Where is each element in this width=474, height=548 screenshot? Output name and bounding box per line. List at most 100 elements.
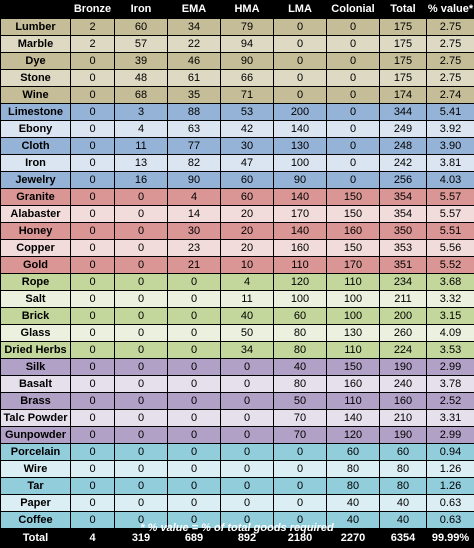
column-header[interactable]: EMA — [168, 1, 221, 19]
row-label-cell[interactable]: Rope — [1, 274, 71, 291]
data-cell[interactable]: 0 — [71, 155, 115, 172]
data-cell[interactable]: 0 — [71, 172, 115, 189]
row-label-cell[interactable]: Wire — [1, 461, 71, 478]
data-cell[interactable]: 0 — [168, 376, 221, 393]
data-cell[interactable]: 0 — [71, 308, 115, 325]
data-cell[interactable]: 150 — [327, 189, 380, 206]
data-cell[interactable]: 2.99 — [427, 359, 474, 376]
data-cell[interactable]: 0 — [221, 376, 274, 393]
data-cell[interactable]: 0 — [71, 53, 115, 70]
data-cell[interactable]: 2 — [71, 36, 115, 53]
data-cell[interactable]: 2.75 — [427, 53, 474, 70]
data-cell[interactable]: 0 — [168, 359, 221, 376]
data-cell[interactable]: 3 — [115, 104, 168, 121]
data-cell[interactable]: 77 — [168, 138, 221, 155]
data-cell[interactable]: 0 — [327, 87, 380, 104]
data-cell[interactable]: 0 — [71, 138, 115, 155]
row-label-cell[interactable]: Granite — [1, 189, 71, 206]
data-cell[interactable]: 120 — [274, 274, 327, 291]
row-label-cell[interactable]: Cloth — [1, 138, 71, 155]
data-cell[interactable]: 0 — [115, 189, 168, 206]
data-cell[interactable]: 60 — [221, 189, 274, 206]
data-cell[interactable]: 0 — [71, 274, 115, 291]
row-label-cell[interactable]: Stone — [1, 70, 71, 87]
data-cell[interactable]: 0 — [71, 461, 115, 478]
data-cell[interactable]: 0 — [168, 342, 221, 359]
data-cell[interactable]: 2.99 — [427, 427, 474, 444]
row-label-cell[interactable]: Dye — [1, 53, 71, 70]
row-label-cell[interactable]: Iron — [1, 155, 71, 172]
data-cell[interactable]: 50 — [221, 325, 274, 342]
data-cell[interactable]: 0 — [115, 478, 168, 495]
data-cell[interactable]: 240 — [380, 376, 427, 393]
data-cell[interactable]: 0 — [274, 70, 327, 87]
data-cell[interactable]: 48 — [115, 70, 168, 87]
data-cell[interactable]: 60 — [115, 19, 168, 36]
row-label-cell[interactable]: Alabaster — [1, 206, 71, 223]
data-cell[interactable]: 353 — [380, 240, 427, 257]
data-cell[interactable]: 0 — [115, 308, 168, 325]
data-cell[interactable]: 0 — [71, 206, 115, 223]
data-cell[interactable]: 200 — [380, 308, 427, 325]
data-cell[interactable]: 0 — [115, 444, 168, 461]
data-cell[interactable]: 0 — [115, 359, 168, 376]
data-cell[interactable]: 94 — [221, 36, 274, 53]
data-cell[interactable]: 0 — [327, 172, 380, 189]
data-cell[interactable]: 0 — [274, 87, 327, 104]
data-cell[interactable]: 0 — [71, 444, 115, 461]
data-cell[interactable]: 0 — [168, 478, 221, 495]
data-cell[interactable]: 150 — [327, 240, 380, 257]
data-cell[interactable]: 5.51 — [427, 223, 474, 240]
data-cell[interactable]: 40 — [274, 359, 327, 376]
row-label-cell[interactable]: Ebony — [1, 121, 71, 138]
data-cell[interactable]: 2.75 — [427, 19, 474, 36]
data-cell[interactable]: 0 — [71, 104, 115, 121]
data-cell[interactable]: 4 — [115, 121, 168, 138]
data-cell[interactable]: 60 — [327, 444, 380, 461]
row-label-cell[interactable]: Glass — [1, 325, 71, 342]
data-cell[interactable]: 1.26 — [427, 478, 474, 495]
data-cell[interactable]: 0 — [115, 257, 168, 274]
data-cell[interactable]: 175 — [380, 36, 427, 53]
data-cell[interactable]: 3.31 — [427, 410, 474, 427]
data-cell[interactable]: 0 — [71, 70, 115, 87]
data-cell[interactable]: 0 — [71, 495, 115, 512]
data-cell[interactable]: 4.09 — [427, 325, 474, 342]
row-label-cell[interactable]: Talc Powder — [1, 410, 71, 427]
data-cell[interactable]: 1.26 — [427, 461, 474, 478]
data-cell[interactable]: 10 — [221, 257, 274, 274]
data-cell[interactable]: 80 — [380, 478, 427, 495]
data-cell[interactable]: 0 — [221, 444, 274, 461]
data-cell[interactable]: 20 — [221, 206, 274, 223]
data-cell[interactable]: 5.52 — [427, 257, 474, 274]
row-label-cell[interactable]: Silk — [1, 359, 71, 376]
row-label-cell[interactable]: Wine — [1, 87, 71, 104]
row-label-cell[interactable]: Jewelry — [1, 172, 71, 189]
data-cell[interactable]: 50 — [274, 393, 327, 410]
data-cell[interactable]: 5.56 — [427, 240, 474, 257]
data-cell[interactable]: 0 — [274, 53, 327, 70]
data-cell[interactable]: 0 — [221, 478, 274, 495]
row-label-cell[interactable]: Tar — [1, 478, 71, 495]
row-label-cell[interactable]: Paper — [1, 495, 71, 512]
data-cell[interactable]: 100 — [274, 155, 327, 172]
data-cell[interactable]: 0 — [221, 461, 274, 478]
data-cell[interactable]: 40 — [327, 495, 380, 512]
data-cell[interactable]: 30 — [221, 138, 274, 155]
data-cell[interactable]: 11 — [115, 138, 168, 155]
row-label-cell[interactable]: Honey — [1, 223, 71, 240]
data-cell[interactable]: 0.94 — [427, 444, 474, 461]
data-cell[interactable]: 90 — [221, 53, 274, 70]
data-cell[interactable]: 0.63 — [427, 495, 474, 512]
data-cell[interactable]: 140 — [274, 121, 327, 138]
data-cell[interactable]: 3.81 — [427, 155, 474, 172]
data-cell[interactable]: 0 — [115, 223, 168, 240]
data-cell[interactable]: 110 — [327, 342, 380, 359]
data-cell[interactable]: 0 — [274, 36, 327, 53]
data-cell[interactable]: 0 — [71, 359, 115, 376]
data-cell[interactable]: 160 — [380, 393, 427, 410]
data-cell[interactable]: 0 — [168, 410, 221, 427]
data-cell[interactable]: 0 — [168, 308, 221, 325]
data-cell[interactable]: 60 — [274, 308, 327, 325]
data-cell[interactable]: 40 — [380, 495, 427, 512]
